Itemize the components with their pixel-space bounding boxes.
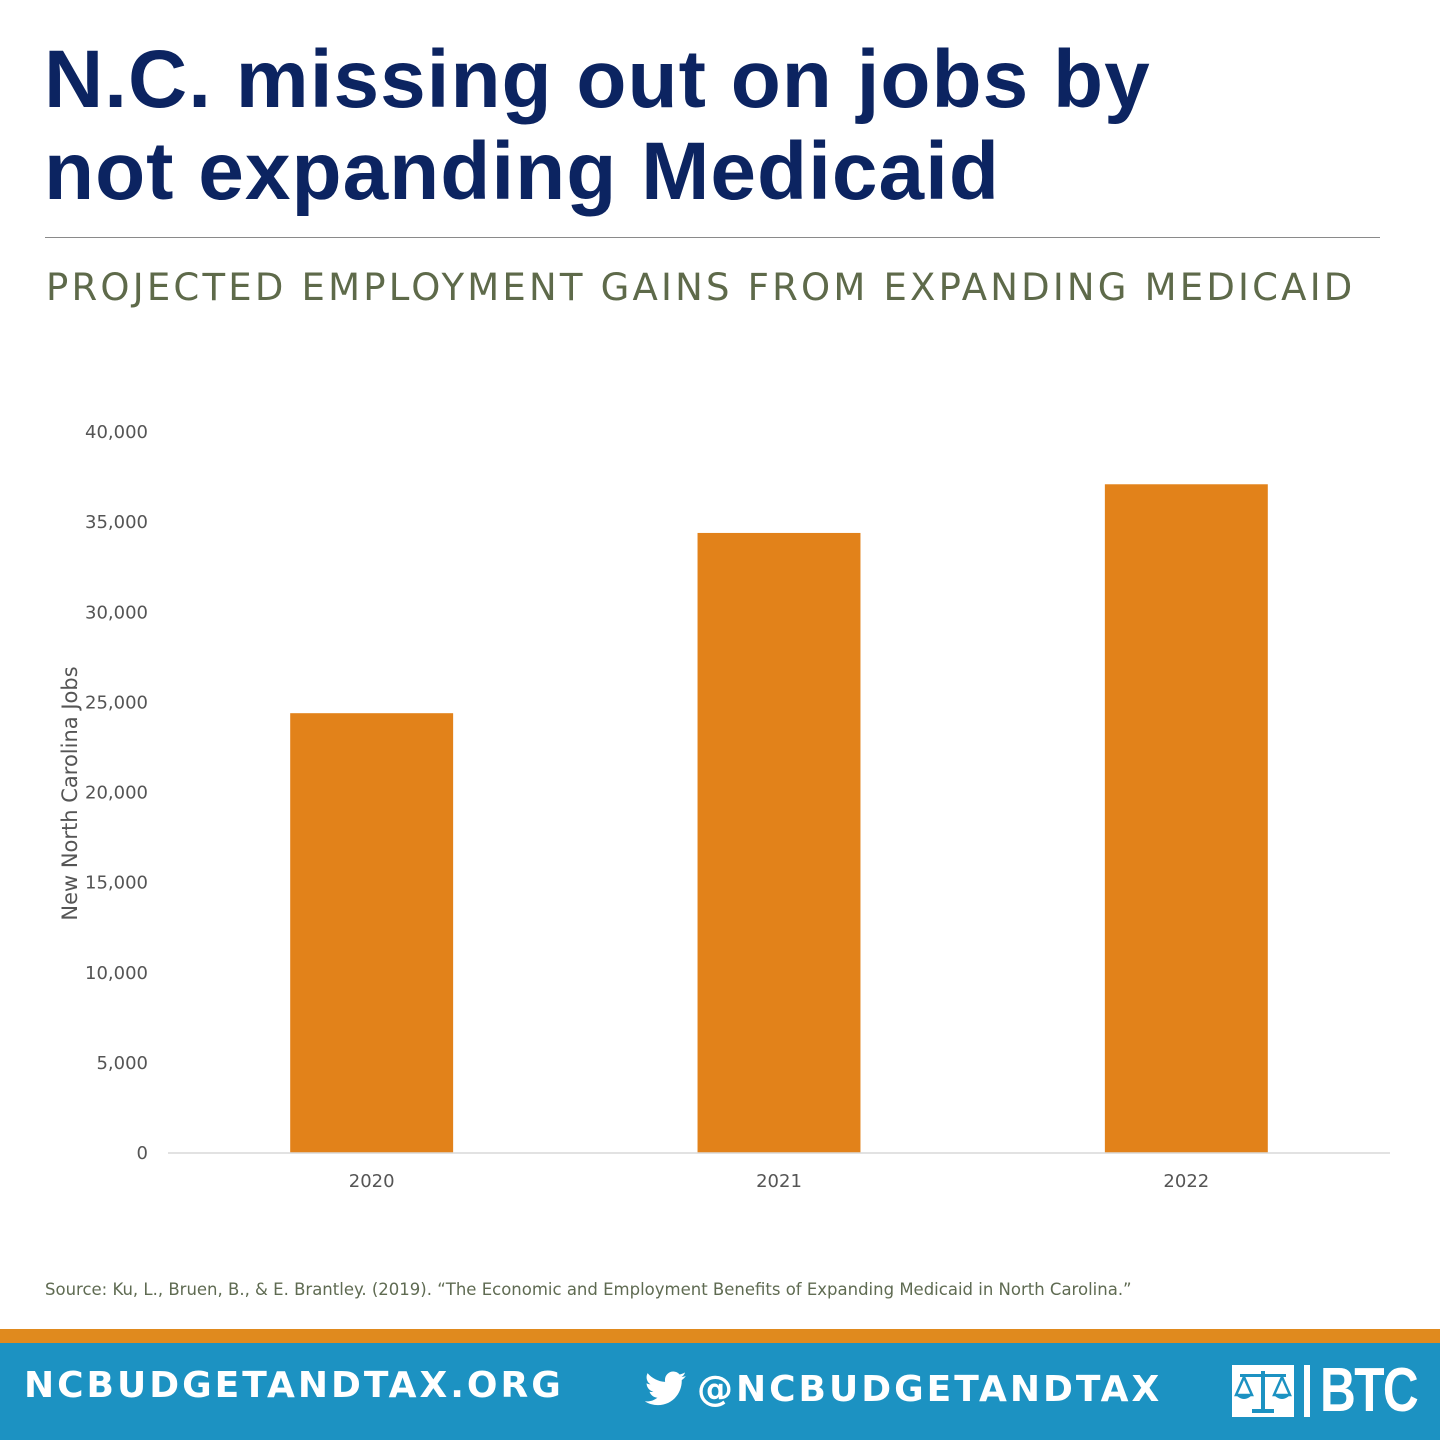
- twitter-handle-link[interactable]: @NCBUDGETANDTAX: [645, 1365, 1162, 1413]
- logo-divider: [1304, 1365, 1310, 1417]
- y-tick-label: 5,000: [96, 1053, 148, 1074]
- x-tick-label: 2021: [756, 1171, 802, 1192]
- y-tick-label: 0: [137, 1143, 148, 1164]
- bar-2021: [697, 532, 861, 1153]
- btc-logo[interactable]: BTC: [1232, 1356, 1440, 1425]
- y-tick-label: 35,000: [85, 512, 148, 533]
- logo-text: BTC: [1320, 1356, 1419, 1425]
- x-tick-label: 2020: [349, 1171, 395, 1192]
- y-axis-ticks: 0 5,000 10,000 15,000 20,000 25,000 30,000 35,0…: [85, 422, 148, 1164]
- footer: NCBUDGETANDTAX.ORG @NCBUDGETANDTAX BTC: [0, 1343, 1440, 1440]
- headline: N.C. missing out on jobs by not expandin…: [44, 34, 1404, 218]
- y-tick-label: 30,000: [85, 602, 148, 623]
- bar-2020: [290, 713, 454, 1153]
- source-note: Source: Ku, L., Bruen, B., & E. Brantley…: [45, 1280, 1132, 1299]
- x-tick-label: 2022: [1163, 1171, 1209, 1192]
- headline-line-2: not expanding Medicaid: [44, 126, 1000, 217]
- bars: [290, 484, 1268, 1154]
- y-tick-label: 40,000: [85, 422, 148, 443]
- y-tick-label: 25,000: [85, 692, 148, 713]
- bar-2022: [1104, 484, 1268, 1154]
- y-axis-label: New North Carolina Jobs: [58, 666, 82, 920]
- y-tick-label: 15,000: [85, 873, 148, 894]
- twitter-handle: @NCBUDGETANDTAX: [697, 1368, 1163, 1410]
- divider: [45, 237, 1380, 238]
- chart-subtitle: PROJECTED EMPLOYMENT GAINS FROM EXPANDIN…: [46, 266, 1356, 309]
- x-axis-ticks: 2020 2021 2022: [349, 1171, 1209, 1192]
- bar-chart: 0 5,000 10,000 15,000 20,000 25,000 30,000 35,0…: [58, 422, 1390, 1192]
- website-link[interactable]: NCBUDGETANDTAX.ORG: [24, 1365, 564, 1406]
- scales-icon: [1232, 1365, 1294, 1417]
- headline-line-1: N.C. missing out on jobs by: [44, 34, 1151, 125]
- y-tick-label: 10,000: [85, 963, 148, 984]
- twitter-icon: [645, 1371, 687, 1406]
- footer-stripe: [0, 1329, 1440, 1343]
- y-tick-label: 20,000: [85, 783, 148, 804]
